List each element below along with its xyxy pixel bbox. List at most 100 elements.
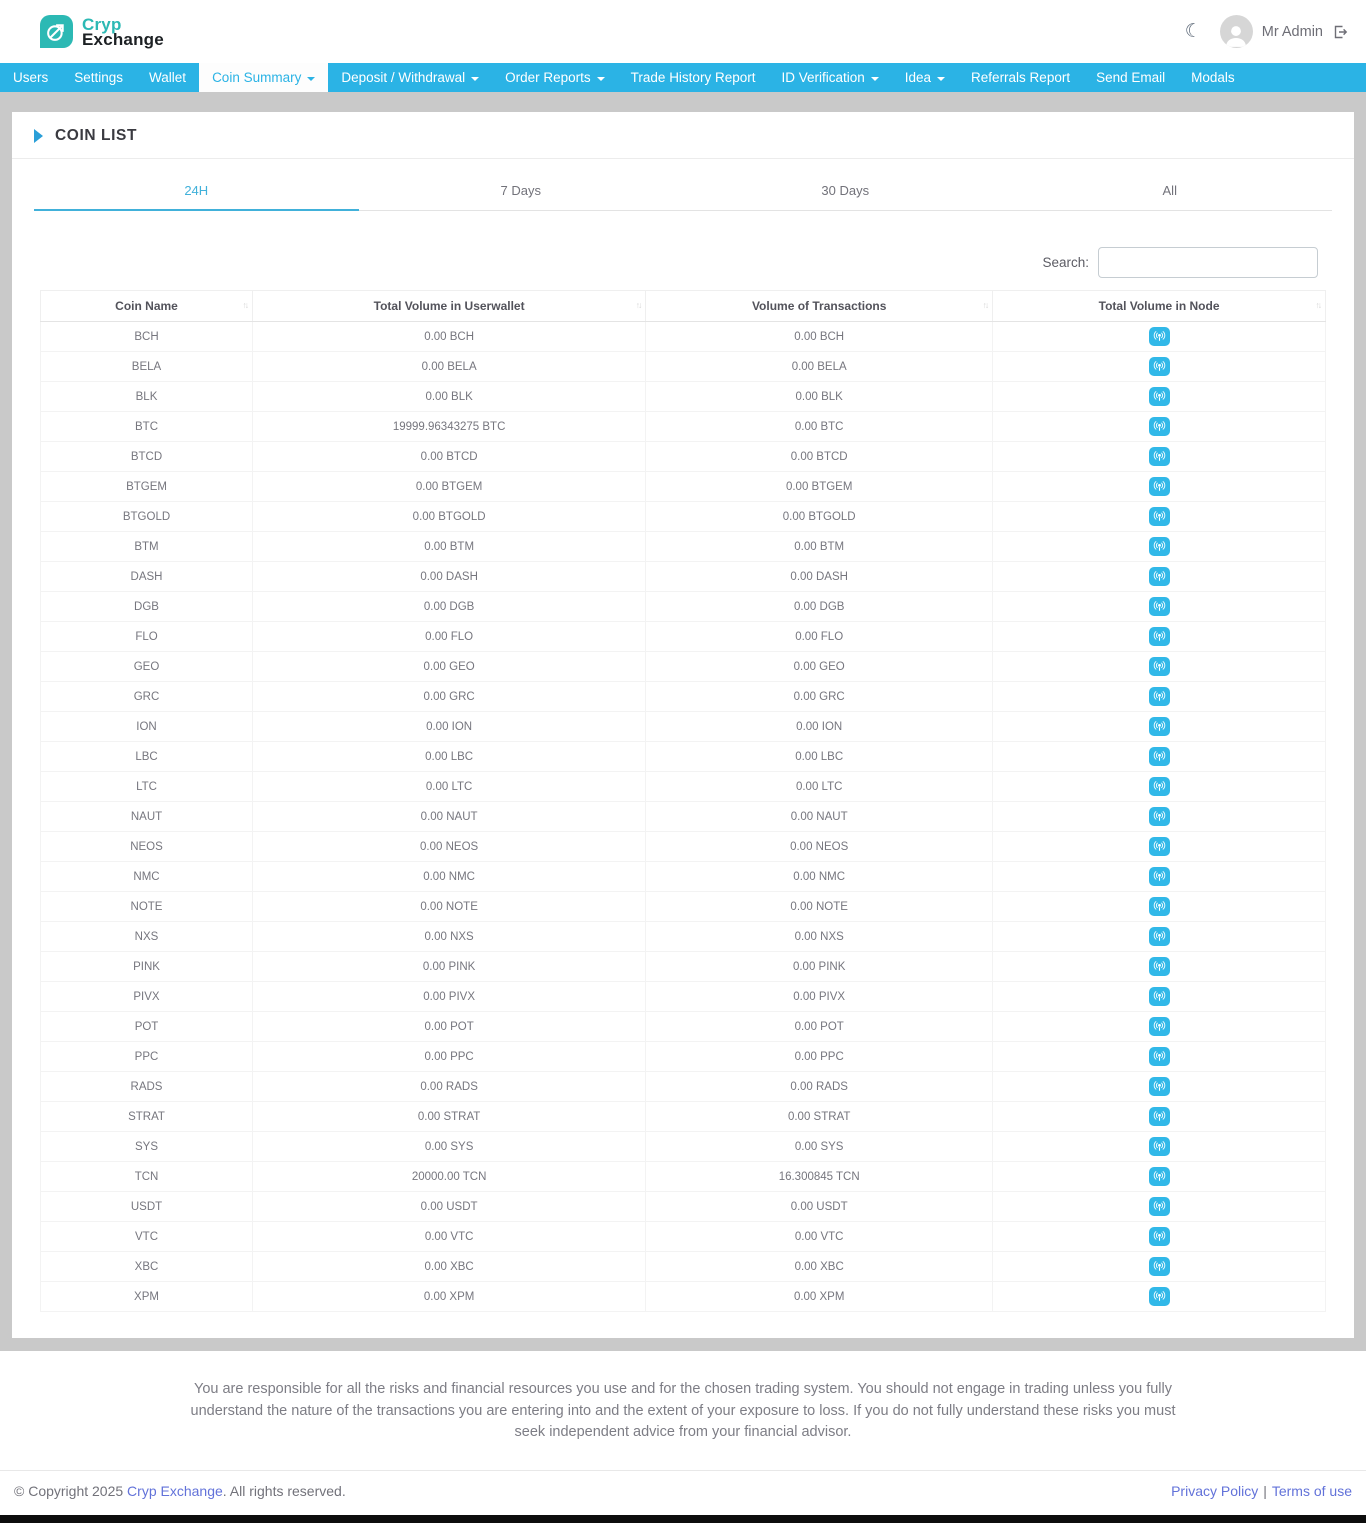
nav-item-modals[interactable]: Modals (1178, 63, 1248, 92)
table-row: GEO 0.00 GEO 0.00 GEO (39, 651, 1326, 682)
nav-item-send-email[interactable]: Send Email (1083, 63, 1178, 92)
nav-item-label: Users (13, 70, 49, 85)
brand-logo[interactable]: Cryp Exchange (40, 15, 164, 48)
table-row: BTC 19999.96343275 BTC 0.00 BTC (39, 411, 1326, 442)
nav-item-order-reports[interactable]: Order Reports (492, 63, 618, 92)
node-volume-button[interactable] (1148, 777, 1170, 796)
node-volume-button[interactable] (1148, 1107, 1170, 1126)
nav-item-label: Idea (904, 70, 932, 85)
node-volume-cell (992, 981, 1326, 1012)
privacy-policy-link[interactable]: Privacy Policy (1171, 1482, 1259, 1499)
coin-name-cell: BTC (39, 411, 254, 442)
transactions-volume-cell: 0.00 NMC (645, 861, 994, 892)
node-volume-button[interactable] (1148, 387, 1170, 406)
nav-item-label: Wallet (149, 70, 187, 85)
coin-name-cell: PPC (39, 1041, 254, 1072)
node-volume-cell (992, 1011, 1326, 1042)
brand-name: Cryp Exchange (82, 14, 164, 48)
brand-name-top: Cryp (82, 14, 122, 34)
table-row: BTCD 0.00 BTCD 0.00 BTCD (39, 441, 1326, 472)
table-row: VTC 0.00 VTC 0.00 VTC (39, 1221, 1326, 1252)
node-volume-button[interactable] (1148, 807, 1170, 826)
nav-item-trade-history-report[interactable]: Trade History Report (618, 63, 769, 92)
node-volume-button[interactable] (1148, 507, 1170, 526)
node-volume-button[interactable] (1148, 627, 1170, 646)
nav-item-deposit-withdrawal[interactable]: Deposit / Withdrawal (328, 63, 492, 92)
nav-item-wallet[interactable]: Wallet (136, 63, 199, 92)
user-menu[interactable]: Mr Admin (1219, 15, 1348, 48)
coin-name-cell: PIVX (39, 981, 254, 1012)
nav-item-id-verification[interactable]: ID Verification (768, 63, 891, 92)
terms-of-use-link[interactable]: Terms of use (1271, 1482, 1352, 1499)
node-volume-button[interactable] (1148, 867, 1170, 886)
node-volume-button[interactable] (1148, 687, 1170, 706)
dark-mode-toggle-moon-icon[interactable]: ☾ (1184, 21, 1202, 42)
node-volume-button[interactable] (1148, 1197, 1170, 1216)
node-volume-button[interactable] (1148, 477, 1170, 496)
node-volume-cell (992, 1251, 1326, 1282)
node-volume-button[interactable] (1148, 447, 1170, 466)
node-volume-button[interactable] (1148, 1077, 1170, 1096)
node-volume-button[interactable] (1148, 417, 1170, 436)
node-volume-button[interactable] (1148, 957, 1170, 976)
coin-name-cell: NMC (39, 861, 254, 892)
node-volume-button[interactable] (1148, 897, 1170, 916)
nav-item-referrals-report[interactable]: Referrals Report (958, 63, 1083, 92)
podcast-icon (1153, 1051, 1165, 1061)
coin-name-cell: VTC (39, 1221, 254, 1252)
copyright-brand-link[interactable]: Cryp Exchange (127, 1482, 223, 1499)
node-volume-button[interactable] (1148, 1017, 1170, 1036)
table-row: BELA 0.00 BELA 0.00 BELA (39, 351, 1326, 382)
node-volume-button[interactable] (1148, 657, 1170, 676)
column-header-total-volume-in-node[interactable]: Total Volume in Node ↑↓ (992, 290, 1326, 322)
node-volume-button[interactable] (1148, 987, 1170, 1006)
node-volume-button[interactable] (1148, 567, 1170, 586)
node-volume-button[interactable] (1148, 597, 1170, 616)
tab-30-days[interactable]: 30 Days (683, 173, 1008, 211)
node-volume-button[interactable] (1148, 927, 1170, 946)
userwallet-volume-cell: 0.00 NAUT (252, 801, 647, 832)
node-volume-button[interactable] (1148, 837, 1170, 856)
column-header-label: Total Volume in Node (1098, 299, 1220, 313)
node-volume-cell (992, 441, 1326, 472)
table-row: DASH 0.00 DASH 0.00 DASH (39, 561, 1326, 592)
node-volume-button[interactable] (1148, 1287, 1170, 1306)
coin-name-cell: BTCD (39, 441, 254, 472)
userwallet-volume-cell: 0.00 DASH (252, 561, 647, 592)
transactions-volume-cell: 0.00 RADS (645, 1071, 994, 1102)
node-volume-cell (992, 951, 1326, 982)
column-header-total-volume-in-userwallet[interactable]: Total Volume in Userwallet ↑↓ (252, 290, 647, 322)
column-header-coin-name[interactable]: Coin Name ↑↓ (39, 290, 254, 322)
coin-name-cell: USDT (39, 1191, 254, 1222)
nav-item-idea[interactable]: Idea (892, 63, 958, 92)
coin-name-cell: PINK (39, 951, 254, 982)
tab-7-days[interactable]: 7 Days (358, 173, 683, 211)
node-volume-cell (992, 381, 1326, 412)
table-row: POT 0.00 POT 0.00 POT (39, 1011, 1326, 1042)
node-volume-button[interactable] (1148, 357, 1170, 376)
node-volume-button[interactable] (1148, 1137, 1170, 1156)
node-volume-button[interactable] (1148, 1047, 1170, 1066)
sort-arrows-icon: ↑↓ (242, 300, 249, 310)
node-volume-button[interactable] (1148, 1227, 1170, 1246)
nav-item-coin-summary[interactable]: Coin Summary (199, 63, 329, 92)
search-input[interactable] (1098, 247, 1318, 278)
node-volume-cell (992, 681, 1326, 712)
nav-item-users[interactable]: Users (0, 63, 61, 92)
node-volume-button[interactable] (1148, 537, 1170, 556)
logout-icon[interactable] (1332, 24, 1348, 40)
node-volume-button[interactable] (1148, 1167, 1170, 1186)
column-header-volume-of-transactions[interactable]: Volume of Transactions ↑↓ (645, 290, 994, 322)
node-volume-cell (992, 501, 1326, 532)
node-volume-button[interactable] (1148, 1257, 1170, 1276)
node-volume-button[interactable] (1148, 747, 1170, 766)
coin-name-cell: GRC (39, 681, 254, 712)
node-volume-button[interactable] (1148, 717, 1170, 736)
node-volume-button[interactable] (1148, 327, 1170, 346)
table-row: ION 0.00 ION 0.00 ION (39, 711, 1326, 742)
tab-all[interactable]: All (1007, 173, 1332, 211)
transactions-volume-cell: 0.00 NEOS (645, 831, 994, 862)
nav-item-settings[interactable]: Settings (61, 63, 136, 92)
transactions-volume-cell: 0.00 VTC (645, 1221, 994, 1252)
tab-24h[interactable]: 24H (34, 173, 359, 211)
